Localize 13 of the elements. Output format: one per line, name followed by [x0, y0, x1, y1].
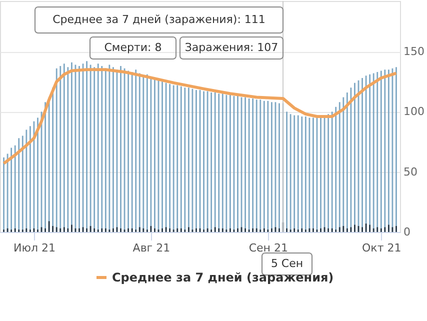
annotation: Среднее за 7 дней (заражения): 111	[52, 13, 266, 26]
y-tick-label: 0	[404, 226, 410, 238]
annotation: Смерти: 8	[104, 41, 162, 54]
x-tick-label: Окт 21	[362, 242, 402, 254]
y-tick-label: 150	[404, 45, 424, 58]
x-tick-label: Сен 21	[248, 242, 288, 254]
legend-label: Среднее за 7 дней (заражения)	[112, 270, 334, 284]
text: 5 Сен	[270, 257, 304, 270]
x-tick-label: Июл 21	[13, 242, 56, 254]
y-tick-label: 50	[404, 165, 418, 178]
x-tick-label: Авг 21	[132, 242, 170, 254]
y-tick-label: 100	[404, 105, 424, 118]
annotation: Заражения: 107	[184, 41, 278, 54]
